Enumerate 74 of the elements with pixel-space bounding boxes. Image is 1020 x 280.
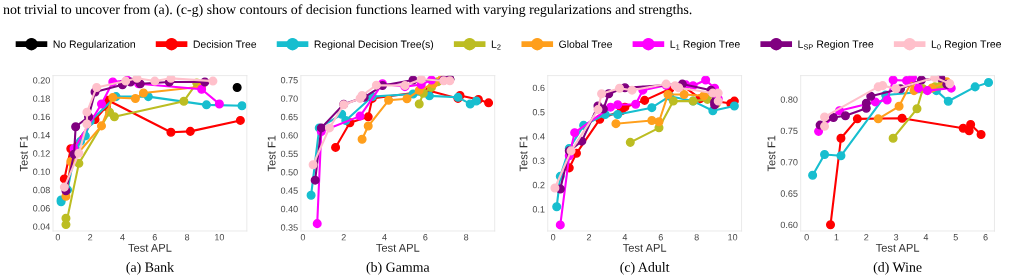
y-tick-label: 0.80 (780, 96, 798, 103)
x-tick-label: 0 (804, 234, 809, 241)
y-tick-label: 0.70 (280, 95, 298, 102)
x-tick-label: 6 (983, 234, 988, 241)
x-axis-title: Test APL (128, 243, 172, 252)
y-tick-label: 0.60 (280, 132, 298, 139)
y-tick-label: 0.6 (532, 84, 545, 92)
y-tick-label: 0.60 (780, 221, 798, 229)
text: not trivial to uncover from (a). (c-g) show contours of decision functions learned with varying regularizations and strengths. (3, 4, 692, 17)
x-tick-label: 4 (622, 234, 628, 241)
x-tick-label: 2 (88, 234, 93, 241)
x-axis-title: Test APL (376, 243, 420, 252)
y-axis-title: Test F1 (767, 135, 776, 172)
x-tick-label: 6 (658, 234, 663, 241)
y-tick-label: 0.16 (33, 113, 50, 121)
y-tick-label: 0.75 (280, 76, 298, 84)
x-tick-label: 6 (152, 234, 157, 241)
legend-label: L$_{1}$ Region Tree (670, 40, 740, 50)
x-tick-label: 8 (464, 234, 469, 241)
y-tick-label: 0.45 (280, 187, 298, 194)
legend-label: Decision Tree (193, 40, 257, 48)
y-tick-label: 0.65 (780, 190, 798, 197)
y-tick-label: 0.5 (532, 108, 545, 116)
y-tick-label: 0.04 (33, 223, 50, 230)
x-tick-label: 8 (184, 234, 190, 241)
x-tick-label: 1 (834, 234, 839, 241)
x-tick-label: 10 (215, 234, 225, 241)
y-axis-title: Test F1 (19, 135, 28, 172)
x-tick-label: 0 (300, 234, 306, 241)
y-tick-label: 0.75 (780, 127, 798, 135)
x-tick-label: 2 (586, 234, 592, 241)
text: (b) Gamma (366, 262, 430, 275)
x-tick-label: 6 (423, 234, 428, 241)
y-tick-label: 0.3 (532, 157, 545, 164)
y-tick-label: 0.10 (33, 168, 50, 175)
y-tick-label: 0.4 (532, 133, 545, 140)
y-tick-label: 0.65 (280, 113, 298, 121)
x-axis-title: Test APL (622, 243, 667, 252)
legend-label: L$_{2}$ (491, 40, 501, 50)
y-tick-label: 0.12 (33, 150, 50, 157)
y-tick-label: 0.70 (780, 159, 798, 166)
legend-label: L$_{SP}$ Region Tree (798, 40, 874, 50)
y-tick-label: 0.40 (280, 205, 298, 213)
y-tick-label: 0.50 (280, 169, 298, 176)
y-axis-title: Test F1 (519, 135, 528, 172)
text: (c) Adult (620, 262, 670, 275)
x-tick-label: 2 (864, 234, 869, 241)
legend-label: No Regularization (53, 40, 135, 50)
x-tick-label: 3 (893, 234, 899, 241)
text: (d) Wine (873, 262, 922, 275)
y-tick-label: 0.2 (532, 181, 545, 189)
x-tick-label: 8 (694, 234, 699, 241)
x-tick-label: 2 (341, 234, 346, 241)
y-tick-label: 0.06 (33, 205, 50, 212)
legend-label: L$_{0}$ Region Tree (931, 40, 1001, 50)
y-tick-label: 0.55 (280, 150, 298, 158)
x-tick-label: 10 (728, 234, 738, 241)
legend-label: Global Tree (559, 40, 613, 48)
y-tick-label: 0.08 (33, 186, 50, 194)
y-axis-title: Test F1 (267, 135, 276, 172)
y-tick-label: 0.35 (280, 224, 298, 231)
y-tick-label: 0.14 (33, 131, 50, 139)
y-tick-label: 0.18 (33, 95, 50, 102)
y-tick-label: 0.1 (532, 206, 545, 213)
x-tick-label: 0 (550, 234, 556, 241)
x-tick-label: 4 (382, 234, 387, 241)
x-tick-label: 5 (953, 234, 958, 241)
x-tick-label: 4 (923, 234, 929, 241)
x-axis-title: Test APL (875, 243, 920, 252)
x-tick-label: 4 (120, 234, 125, 241)
text: (a) Bank (126, 262, 175, 275)
x-tick-label: 0 (55, 234, 61, 241)
y-tick-label: 0.20 (33, 77, 50, 84)
legend-label: Regional Decision Tree(s) (314, 40, 434, 50)
